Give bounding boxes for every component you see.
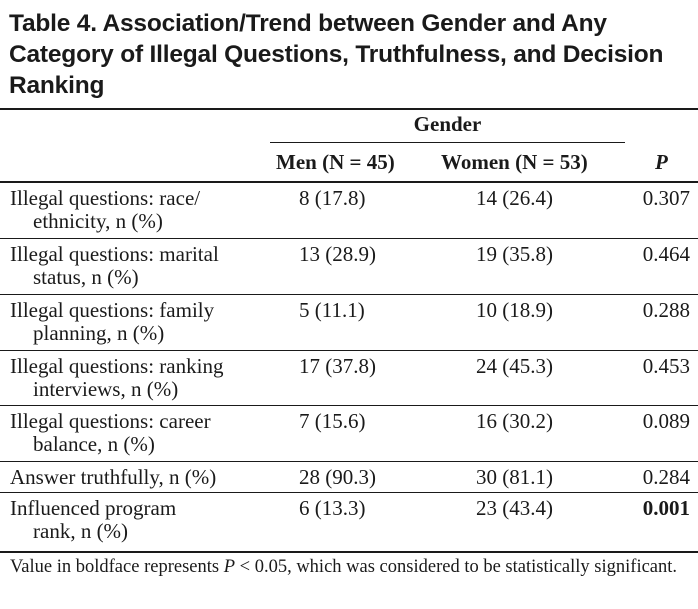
gender-header-rule — [270, 142, 625, 143]
row-divider — [0, 294, 698, 295]
row-label-line1: Answer truthfully, n (%) — [10, 465, 217, 489]
men-value: 17 (37.8) — [299, 354, 376, 378]
men-value: 28 (90.3) — [299, 465, 376, 489]
column-header-women: Women (N = 53) — [441, 150, 588, 174]
footnote-text-end: < 0.05, which was considered to be stati… — [235, 557, 678, 577]
row-divider — [0, 405, 698, 406]
p-value: 0.307 — [642, 186, 690, 210]
table-top-rule — [0, 108, 698, 110]
row-label-line1: Illegal questions: race/ — [10, 186, 201, 210]
row-label-line2: status, n (%) — [33, 265, 139, 289]
row-label-line2: balance, n (%) — [33, 432, 155, 456]
row-label: Illegal questions: marital status, n (%) — [10, 243, 272, 289]
p-value: 0.284 — [642, 465, 690, 489]
column-header-p: P — [655, 150, 668, 174]
women-value: 30 (81.1) — [476, 465, 553, 489]
table-title: Table 4. Association/Trend between Gende… — [9, 10, 664, 99]
row-label: Illegal questions: race/ ethnicity, n (%… — [10, 187, 272, 233]
footnote-text-start: Value in boldface represents — [10, 557, 224, 577]
men-value: 8 (17.8) — [299, 186, 366, 210]
women-value: 14 (26.4) — [476, 186, 553, 210]
table-bottom-rule — [0, 551, 698, 553]
row-label: Illegal questions: family planning, n (%… — [10, 299, 272, 345]
column-header-men: Men (N = 45) — [276, 150, 395, 174]
gender-group-header: Gender — [413, 112, 482, 136]
row-divider — [0, 350, 698, 351]
p-value: 0.464 — [642, 242, 690, 266]
row-label-line2: planning, n (%) — [33, 321, 165, 345]
row-label-line1: Illegal questions: family — [10, 298, 215, 322]
row-label-line1: Influenced program — [10, 496, 177, 520]
men-value: 13 (28.9) — [299, 242, 376, 266]
row-label: Illegal questions: career balance, n (%) — [10, 410, 272, 456]
row-label-line2: ethnicity, n (%) — [33, 209, 163, 233]
row-label: Answer truthfully, n (%) — [10, 466, 272, 489]
header-bottom-rule — [0, 181, 698, 183]
row-label: Illegal questions: ranking interviews, n… — [10, 355, 272, 401]
men-value: 6 (13.3) — [299, 496, 366, 520]
women-value: 24 (45.3) — [476, 354, 553, 378]
row-label-line1: Illegal questions: ranking — [10, 354, 224, 378]
men-value: 5 (11.1) — [299, 298, 365, 322]
p-value: 0.453 — [642, 354, 690, 378]
row-divider — [0, 238, 698, 239]
row-divider — [0, 492, 698, 493]
p-value: 0.089 — [642, 409, 690, 433]
women-value: 16 (30.2) — [476, 409, 553, 433]
row-divider — [0, 461, 698, 462]
women-value: 10 (18.9) — [476, 298, 553, 322]
footnote-p-symbol: P — [223, 557, 236, 577]
p-value-significant: 0.001 — [642, 496, 690, 520]
row-label-line1: Illegal questions: career — [10, 409, 211, 433]
women-value: 19 (35.8) — [476, 242, 553, 266]
row-label-line1: Illegal questions: marital — [10, 242, 219, 266]
row-label: Influenced program rank, n (%) — [10, 497, 272, 543]
p-value: 0.288 — [642, 298, 690, 322]
row-label-line2: interviews, n (%) — [33, 377, 179, 401]
women-value: 23 (43.4) — [476, 496, 553, 520]
table-footnote: Value in boldface represents P < 0.05, w… — [10, 555, 694, 579]
men-value: 7 (15.6) — [299, 409, 366, 433]
row-label-line2: rank, n (%) — [33, 519, 129, 543]
